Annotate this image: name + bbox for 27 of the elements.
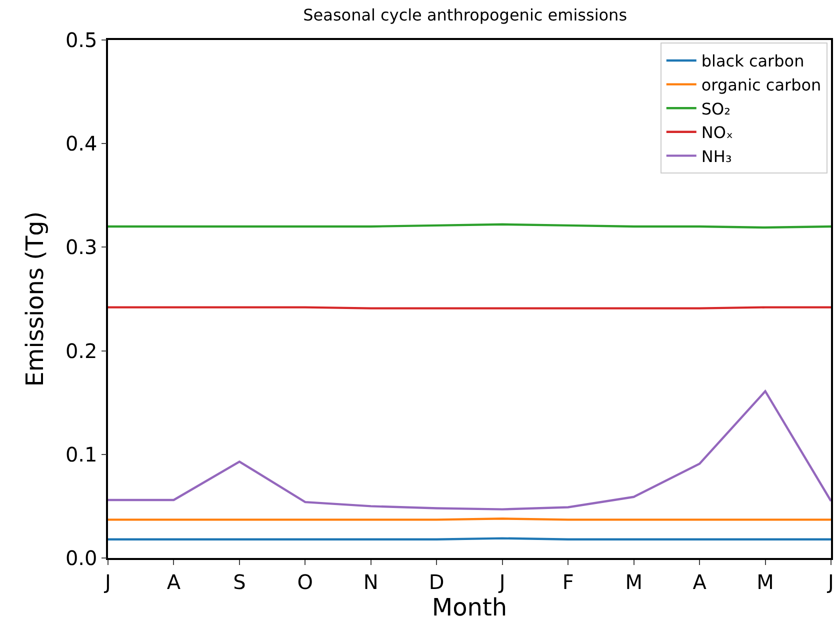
legend-label: NH₃ (701, 146, 732, 166)
line-series (108, 390, 831, 510)
y-tick-label: 0.0 (65, 546, 98, 570)
y-tick-label: 0.2 (65, 338, 98, 363)
legend-label: black carbon (701, 52, 804, 71)
y-tick-label: 0.3 (65, 235, 98, 260)
x-tick-label: J (826, 570, 834, 594)
x-tick-label: M (625, 570, 642, 594)
x-tick-label: M (756, 570, 774, 594)
x-tick-label: O (297, 570, 314, 594)
legend-label: SO₂ (701, 99, 731, 118)
x-tick-label: A (166, 570, 181, 594)
x-tick-label: D (428, 570, 444, 594)
x-tick-label: J (497, 570, 506, 594)
legend-label: organic carbon (701, 76, 822, 95)
chart-title: Seasonal cycle anthropogenic emissions (303, 6, 628, 25)
legend-label: NOₓ (701, 123, 734, 142)
x-tick-label: S (233, 570, 246, 594)
y-tick-label: 0.1 (65, 442, 98, 466)
x-axis-title: Month (432, 594, 508, 622)
x-tick-label: A (692, 570, 707, 594)
y-axis-title: Emissions (Tg) (21, 211, 50, 387)
x-tick-label: N (363, 570, 378, 594)
y-tick-label: 0.4 (65, 132, 98, 156)
y-tick-label: 0.5 (65, 28, 98, 52)
x-tick-label: F (562, 570, 574, 594)
x-tick-label: J (103, 570, 111, 594)
